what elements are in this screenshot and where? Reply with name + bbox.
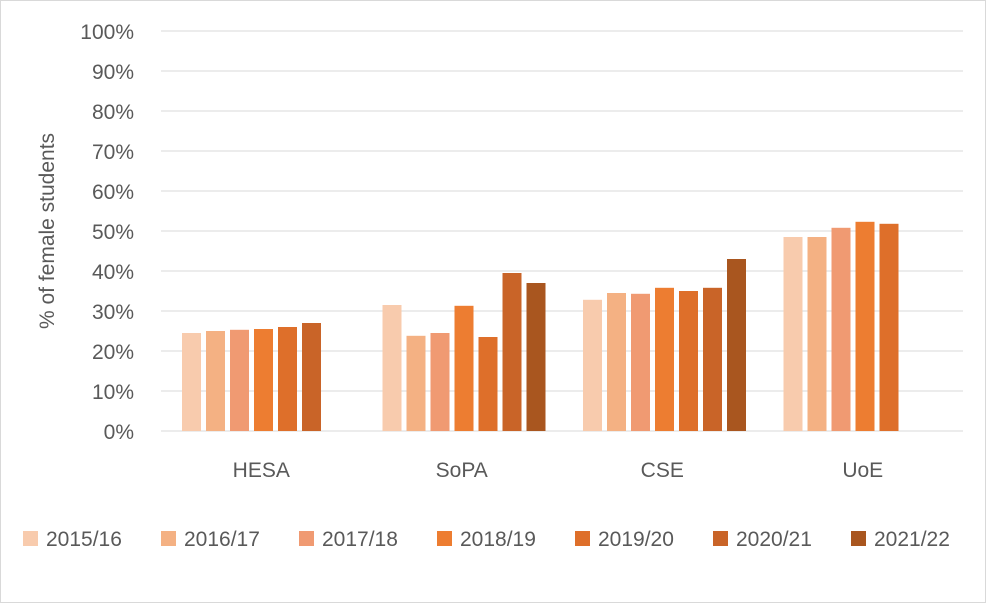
x-category-label: SoPA (436, 459, 488, 482)
y-tick-label: 70% (92, 141, 134, 164)
legend-item: 2016/17 (161, 528, 260, 551)
bars (182, 221, 899, 431)
legend-label: 2019/20 (598, 528, 674, 551)
y-tick-label: 10% (92, 381, 134, 404)
bar (502, 273, 522, 431)
legend-swatch (713, 531, 728, 546)
y-tick-label: 100% (80, 21, 134, 44)
y-axis-title: % of female students (36, 133, 59, 329)
legend-swatch (851, 531, 866, 546)
legend-label: 2020/21 (736, 528, 812, 551)
legend-label: 2017/18 (322, 528, 398, 551)
x-axis-categories: HESA SoPA CSE UoE (233, 459, 884, 482)
legend-label: 2015/16 (46, 528, 122, 551)
y-tick-label: 60% (92, 181, 134, 204)
bar (206, 331, 225, 431)
legend-item: 2019/20 (575, 528, 674, 551)
y-tick-label: 50% (92, 221, 134, 244)
legend-swatch (161, 531, 176, 546)
x-category-label: CSE (641, 459, 684, 482)
legend-swatch (575, 531, 590, 546)
legend-item: 2018/19 (437, 528, 536, 551)
x-category-label: UoE (842, 459, 883, 482)
bar (254, 329, 273, 431)
bar (831, 227, 851, 431)
bar (526, 283, 546, 431)
bar (727, 259, 746, 431)
bar (783, 237, 803, 431)
y-axis-ticks: 0% 10% 20% 30% 40% 50% 60% 70% 80% 90% 100% (80, 21, 134, 444)
legend-swatch (299, 531, 314, 546)
bar (655, 287, 674, 431)
bar (278, 327, 297, 431)
bar (182, 333, 201, 431)
legend-item: 2017/18 (299, 528, 398, 551)
bar (855, 221, 875, 431)
x-category-label: HESA (233, 459, 290, 482)
bar (583, 299, 602, 431)
y-tick-label: 0% (104, 421, 134, 444)
y-tick-label: 90% (92, 61, 134, 84)
y-tick-label: 30% (92, 301, 134, 324)
y-tick-label: 40% (92, 261, 134, 284)
bar (382, 305, 402, 431)
legend-label: 2021/22 (874, 528, 950, 551)
bar (703, 287, 722, 431)
bar (879, 223, 899, 431)
bar (679, 291, 698, 431)
legend-item: 2021/22 (851, 528, 950, 551)
legend-item: 2015/16 (23, 528, 122, 551)
legend-swatch (23, 531, 38, 546)
bar (478, 337, 498, 431)
bar (430, 333, 450, 431)
legend-label: 2018/19 (460, 528, 536, 551)
bar (406, 335, 426, 431)
y-tick-label: 20% (92, 341, 134, 364)
bar (230, 329, 249, 431)
y-tick-label: 80% (92, 101, 134, 124)
legend-label: 2016/17 (184, 528, 260, 551)
bar (807, 237, 827, 431)
legend-swatch (437, 531, 452, 546)
bar (607, 293, 626, 431)
bar (454, 305, 474, 431)
bar (302, 323, 321, 431)
legend-item: 2020/21 (713, 528, 812, 551)
bar (631, 293, 650, 431)
legend: 2015/16 2016/17 2017/18 2018/19 2019/20 2020/… (23, 528, 950, 551)
